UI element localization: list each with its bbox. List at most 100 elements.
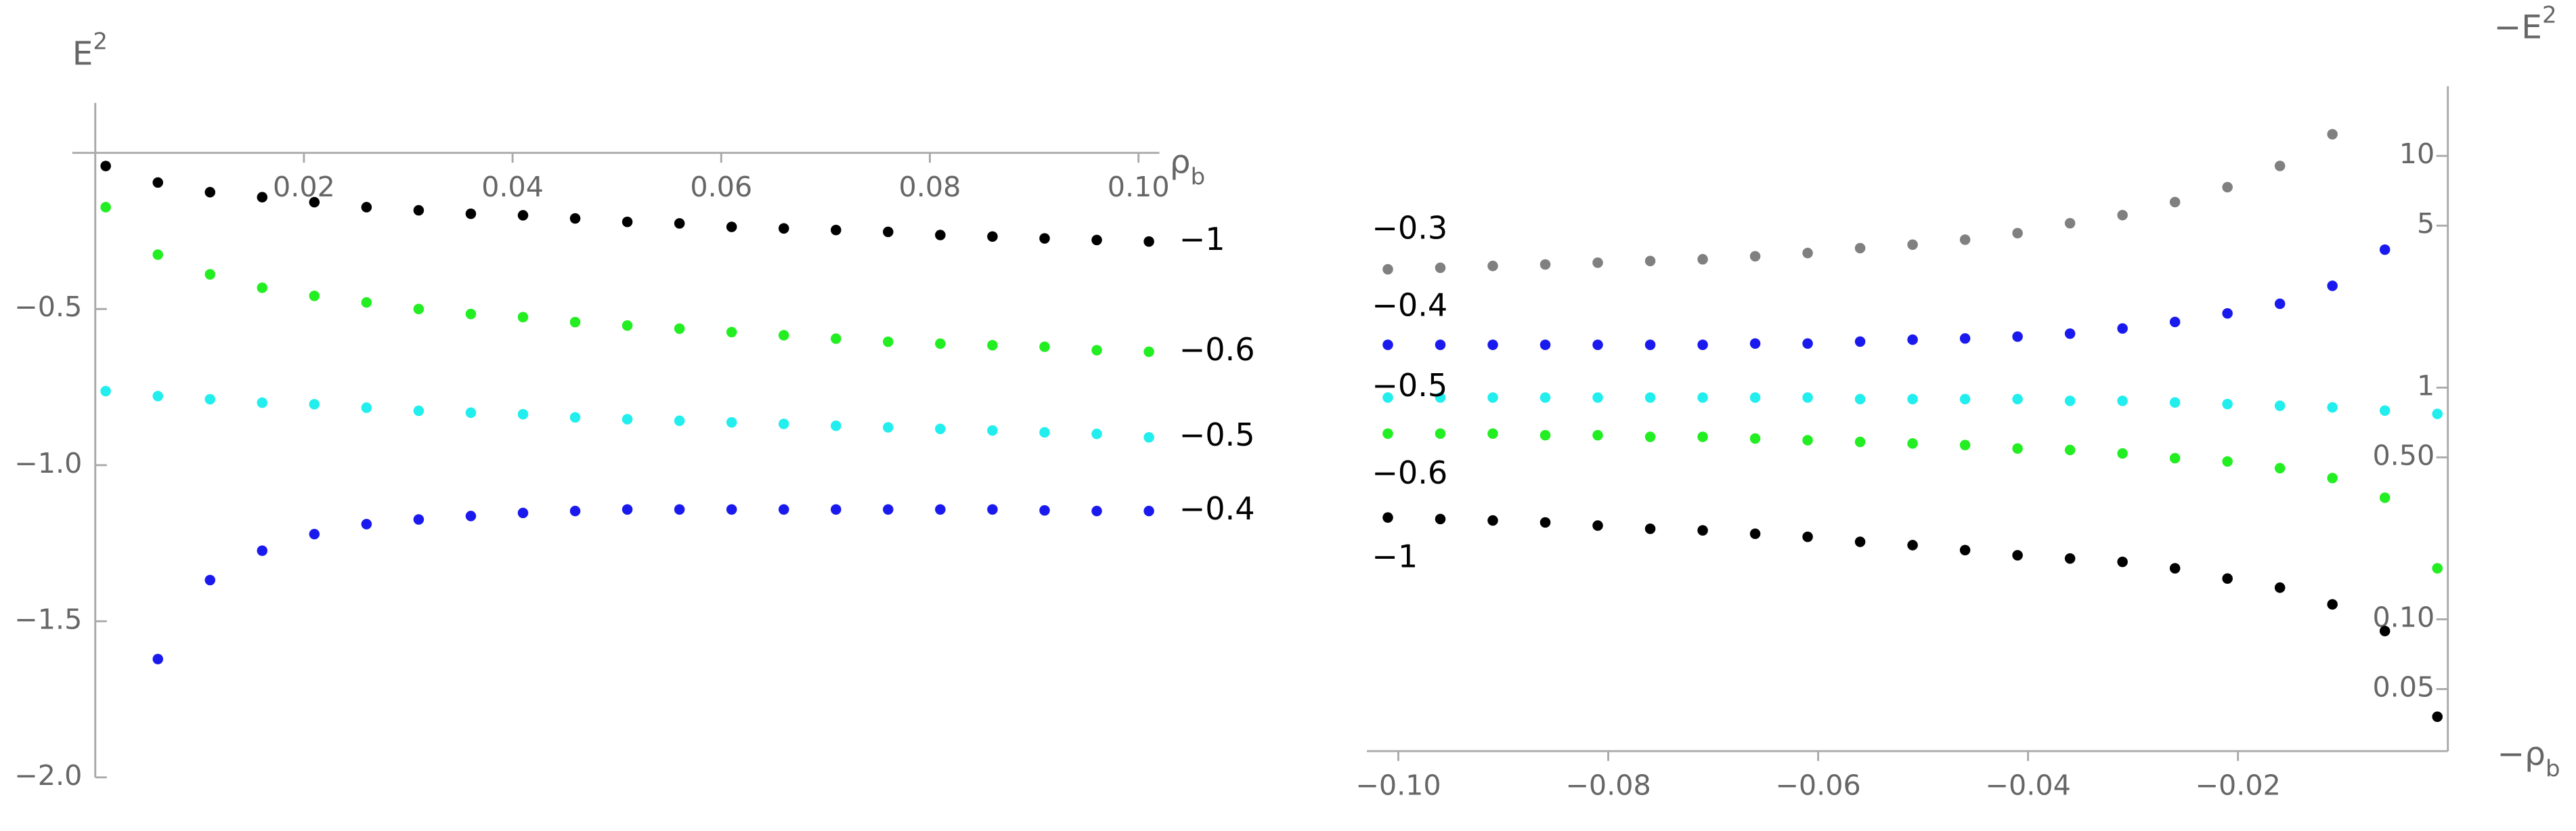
- point: [1143, 346, 1154, 358]
- point: [1802, 247, 1813, 259]
- point: [778, 330, 789, 341]
- point: [2064, 396, 2076, 406]
- series-label: −0.4: [1372, 286, 1447, 323]
- point: [2379, 405, 2391, 416]
- point: [1592, 520, 1603, 531]
- x-tick-label: −0.02: [2195, 769, 2280, 801]
- point: [987, 339, 998, 351]
- x-tick-label: 0.08: [899, 171, 961, 203]
- series-label: −1: [1179, 221, 1225, 257]
- series-label: −0.6: [1179, 331, 1255, 368]
- point: [674, 218, 685, 229]
- point: [465, 208, 477, 219]
- x-axis-label: −ρb: [2497, 735, 2560, 782]
- series-label: −0.3: [1372, 209, 1447, 246]
- point: [1091, 345, 1102, 356]
- point: [2222, 573, 2233, 584]
- point: [2274, 582, 2286, 593]
- point: [2327, 129, 2338, 140]
- point: [413, 514, 424, 525]
- point: [1592, 339, 1603, 350]
- point: [1959, 440, 1971, 450]
- point: [1487, 515, 1498, 526]
- point: [1802, 338, 1813, 349]
- point: [1487, 428, 1498, 440]
- point: [621, 320, 633, 331]
- point: [2432, 563, 2443, 574]
- point: [2432, 408, 2443, 419]
- point: [2327, 599, 2338, 610]
- point: [309, 291, 320, 301]
- point: [517, 210, 529, 221]
- series-label: −0.5: [1372, 367, 1447, 404]
- point: [1592, 257, 1603, 268]
- point: [1039, 341, 1050, 352]
- point: [465, 308, 477, 320]
- point: [674, 415, 685, 427]
- point: [1854, 242, 1866, 254]
- point: [987, 425, 998, 436]
- point: [2274, 161, 2286, 171]
- point: [1644, 431, 1656, 442]
- point: [361, 297, 372, 308]
- point: [2222, 456, 2233, 467]
- point: [517, 507, 529, 519]
- y-tick-label: 5: [2417, 207, 2435, 240]
- series-label: −0.5: [1179, 417, 1255, 453]
- point: [1592, 429, 1603, 441]
- point: [1854, 536, 1866, 547]
- chart: −0.10 −0.08 −0.06 −0.04 −0.0210510.500.100.0…: [1355, 1, 2560, 801]
- point: [1435, 428, 1446, 440]
- point: [1644, 523, 1656, 534]
- point: [621, 216, 633, 228]
- point: [1907, 393, 1918, 405]
- point: [309, 399, 320, 410]
- point: [1697, 525, 1708, 536]
- point: [2064, 444, 2076, 456]
- point: [569, 412, 581, 423]
- x-axis-label-base: ρ: [1170, 144, 1191, 182]
- point: [987, 504, 998, 515]
- point: [257, 192, 268, 203]
- point: [2379, 492, 2391, 503]
- point: [361, 519, 372, 530]
- point: [1435, 262, 1446, 274]
- point: [1697, 392, 1708, 403]
- point: [1540, 517, 1551, 528]
- point: [2169, 397, 2181, 408]
- point: [1697, 339, 1708, 350]
- point: [831, 333, 842, 344]
- point: [831, 420, 842, 431]
- point: [1959, 234, 1971, 245]
- point: [883, 504, 894, 515]
- point: [1749, 392, 1761, 403]
- point: [1854, 336, 1866, 347]
- point: [1039, 505, 1050, 516]
- point: [1749, 338, 1761, 349]
- point: [1959, 545, 1971, 555]
- point: [2117, 323, 2128, 334]
- x-tick-label: 0.04: [481, 171, 544, 203]
- point: [1749, 433, 1761, 444]
- y-tick-label: 0.05: [2372, 670, 2435, 703]
- point: [1592, 392, 1603, 403]
- point: [2064, 553, 2076, 564]
- point: [1644, 255, 1656, 267]
- point: [621, 414, 633, 425]
- point: [935, 504, 946, 515]
- point: [1039, 233, 1050, 244]
- point: [204, 574, 216, 586]
- point: [1382, 428, 1393, 440]
- point: [1382, 392, 1393, 403]
- point: [2117, 448, 2128, 459]
- point: [309, 196, 320, 208]
- point: [778, 223, 789, 234]
- x-tick-label: −0.04: [1985, 769, 2070, 801]
- point: [2064, 217, 2076, 229]
- point: [674, 323, 685, 335]
- point: [569, 213, 581, 224]
- point: [1854, 393, 1866, 405]
- point: [1143, 431, 1154, 443]
- point: [100, 161, 111, 171]
